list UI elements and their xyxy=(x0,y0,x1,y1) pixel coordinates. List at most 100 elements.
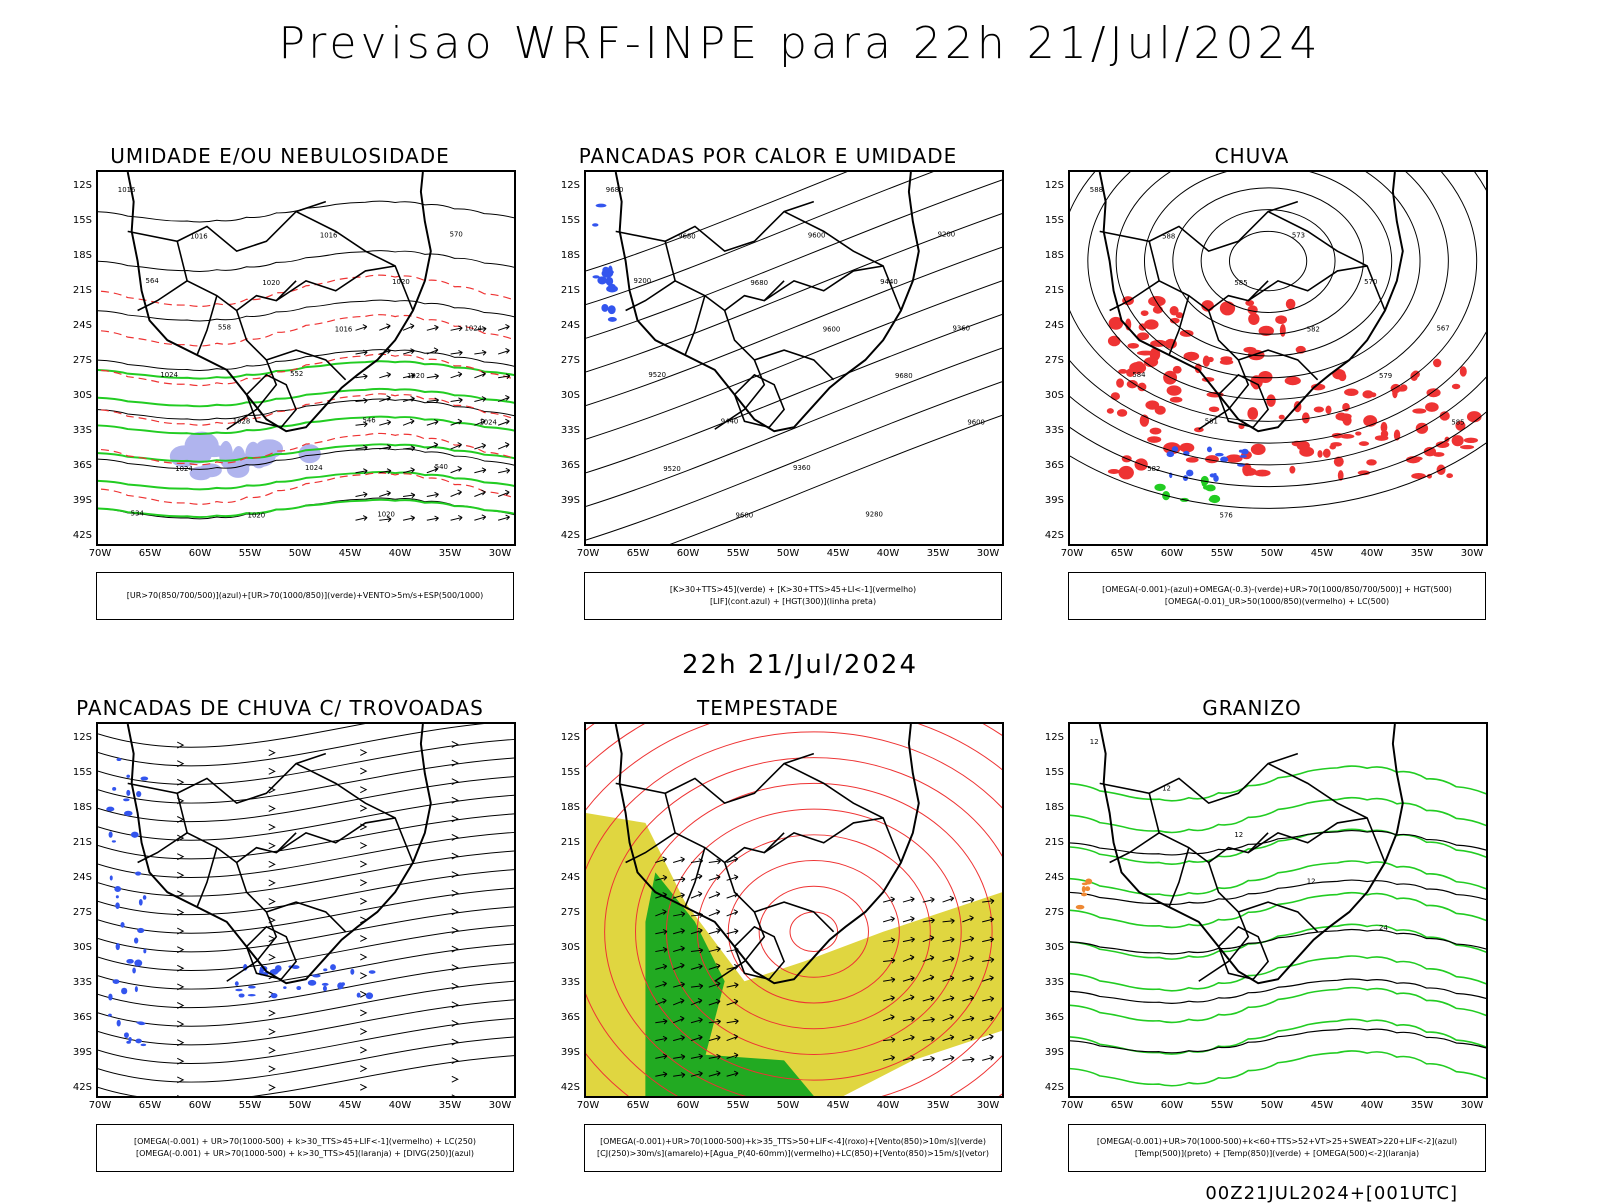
contour-label: 1020 xyxy=(392,278,410,286)
country-border xyxy=(1109,280,1160,312)
country-border xyxy=(615,200,815,253)
height-contour xyxy=(586,314,1002,474)
country-border xyxy=(1198,862,1250,982)
streamline-arrow xyxy=(360,879,368,887)
streamline-arrow xyxy=(451,741,459,748)
longitude-tick-label: 70W xyxy=(576,1100,600,1111)
rain-area xyxy=(1136,350,1155,356)
rain-area xyxy=(1433,358,1442,368)
omega-area xyxy=(1215,452,1224,457)
streamline-arrow xyxy=(268,879,276,887)
streamline-arrow xyxy=(360,1009,368,1017)
wind-vector xyxy=(942,936,955,943)
country-border xyxy=(625,280,676,312)
divergence-area xyxy=(112,786,117,791)
streamline-arrow xyxy=(177,1002,185,1009)
contour-label: 567 xyxy=(1436,324,1449,332)
rain-area xyxy=(1116,409,1128,417)
country-border xyxy=(1238,349,1319,381)
humidity-contour xyxy=(98,498,514,519)
contour-label: 588 xyxy=(1090,186,1103,194)
rain-area xyxy=(1175,312,1184,319)
forecast-time-label: 22h 21/Jul/2024 xyxy=(682,650,918,680)
rain-area xyxy=(1423,446,1437,457)
divergence-area xyxy=(126,789,131,796)
rain-area xyxy=(1127,342,1140,349)
omega-500-area xyxy=(1075,904,1085,910)
map-wrap: 12S 15S 18S 21S 24S 27S 30S 33S 36S 39S 42S 70W 65W… xyxy=(60,722,520,1172)
country-border xyxy=(783,210,902,311)
contour-label: 9520 xyxy=(648,371,666,379)
streamline-arrow xyxy=(360,804,368,812)
country-border xyxy=(1217,373,1270,429)
longitude-tick-label: 30W xyxy=(976,548,1000,559)
rain-area xyxy=(1144,319,1159,330)
panel-legend: [UR>70(850/700/500)](azul)+[UR>70(1000/8… xyxy=(96,572,514,620)
wind-vector xyxy=(922,1016,935,1023)
coastline xyxy=(1098,172,1404,433)
latitude-tick-label: 30S xyxy=(560,390,580,401)
rain-area xyxy=(1330,442,1343,447)
wind-vector xyxy=(379,490,391,497)
country-border xyxy=(1198,310,1250,430)
contour-label: 1024 xyxy=(479,418,497,426)
height-contour xyxy=(1144,172,1393,357)
thickness-contour xyxy=(98,472,514,505)
contour-label: 9680 xyxy=(678,232,696,240)
wind-vector xyxy=(982,1033,994,1042)
streamline xyxy=(98,999,514,1046)
latitude-tick-label: 36S xyxy=(1044,1012,1064,1023)
contour-label: 582 xyxy=(1307,325,1320,333)
wind-vector xyxy=(726,964,739,970)
latitude-axis: 12S 15S 18S 21S 24S 27S 30S 33S 36S 39S 42S xyxy=(548,722,582,1098)
wind-vector xyxy=(902,916,915,923)
longitude-tick-label: 70W xyxy=(1060,548,1084,559)
latitude-tick-label: 15S xyxy=(1044,215,1064,226)
streamline xyxy=(758,885,869,978)
wind-vector xyxy=(942,1014,955,1022)
temp-850-contour xyxy=(1070,828,1486,865)
longitude-tick-label: 55W xyxy=(726,548,750,559)
divergence-area xyxy=(123,1032,129,1039)
rain-area xyxy=(1247,305,1258,315)
latitude-tick-label: 15S xyxy=(72,215,92,226)
temp-850-contour xyxy=(1070,1018,1486,1055)
rain-area xyxy=(1116,378,1124,388)
rain-area xyxy=(1412,408,1427,414)
divergence-area xyxy=(109,875,113,881)
panel-title: CHUVA xyxy=(1214,144,1290,168)
omega-area xyxy=(1206,446,1212,453)
country-border xyxy=(226,310,278,430)
divergence-area xyxy=(134,959,143,967)
wind-vector xyxy=(883,976,896,983)
longitude-tick-label: 70W xyxy=(1060,1100,1084,1111)
wind-vector xyxy=(726,946,739,953)
latitude-tick-label: 42S xyxy=(1044,1082,1064,1093)
map-wrap: 12S 15S 18S 21S 24S 27S 30S 33S 36S 39S 42S 70W 65W… xyxy=(548,722,1008,1172)
map-wrap: 12S 15S 18S 21S 24S 27S 30S 33S 36S 39S 42S 9680 96… xyxy=(548,170,1008,620)
rain-area xyxy=(1208,406,1220,413)
streamline xyxy=(98,980,514,1027)
wind-vector xyxy=(902,994,915,1002)
latitude-tick-label: 27S xyxy=(560,355,580,366)
streamline-arrow xyxy=(360,786,368,794)
contour-label: 9440 xyxy=(880,278,898,286)
divergence-area xyxy=(115,895,119,899)
rain-area xyxy=(1337,470,1344,481)
longitude-tick-label: 40W xyxy=(388,1100,412,1111)
wind-vector xyxy=(497,441,510,450)
rain-area xyxy=(1136,332,1150,341)
wind-vector xyxy=(355,491,368,498)
wind-vector xyxy=(942,1055,955,1061)
longitude-tick-label: 40W xyxy=(876,548,900,559)
contour-label: 9680 xyxy=(895,372,913,380)
streamline-arrow xyxy=(177,927,185,935)
contour-label: 1020 xyxy=(262,279,280,287)
legend-line: [OMEGA(-0.01)_UR>50(1000/850)(vermelho) … xyxy=(1164,597,1390,606)
rain-area xyxy=(1107,335,1121,347)
divergence-area xyxy=(270,992,278,999)
wind-vector xyxy=(450,397,463,404)
divergence-area xyxy=(307,979,317,986)
country-border xyxy=(1168,847,1190,908)
streamline xyxy=(98,924,514,972)
